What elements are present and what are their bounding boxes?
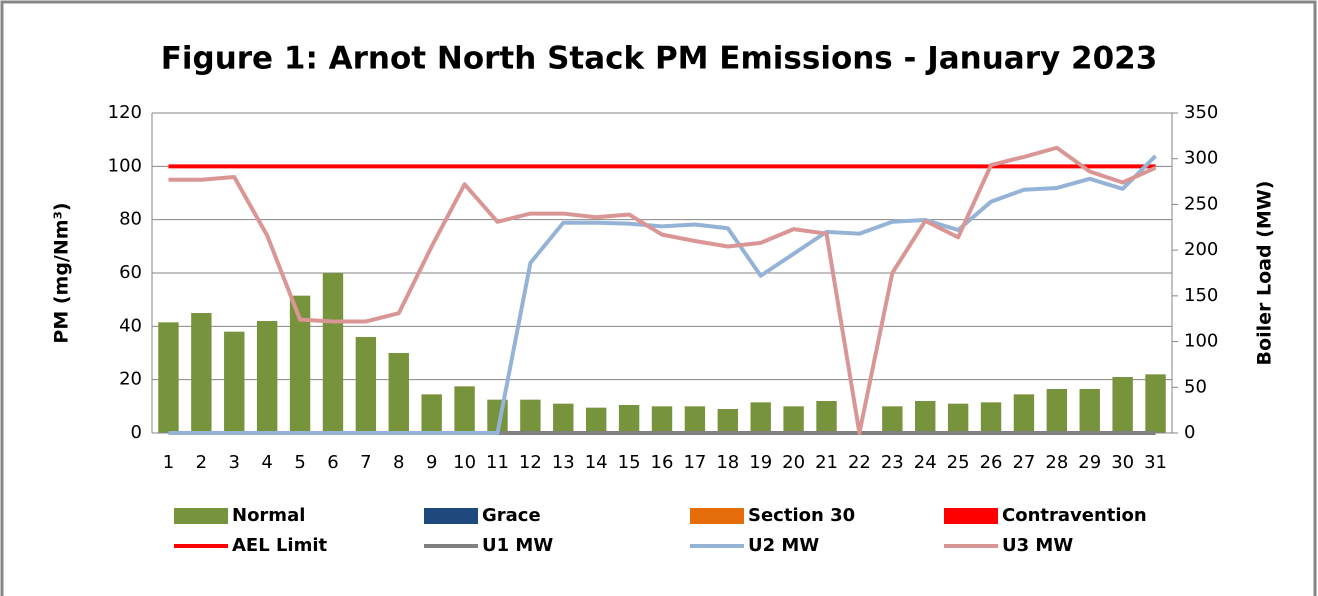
legend-swatch <box>424 508 478 524</box>
bar <box>1079 389 1100 433</box>
x-tick-label: 9 <box>426 452 437 473</box>
bar <box>454 386 475 433</box>
bar <box>585 407 607 433</box>
chart-title: Figure 1: Arnot North Stack PM Emissions… <box>161 41 1158 77</box>
x-tick-label: 13 <box>552 452 575 473</box>
bar <box>816 401 837 433</box>
y2-tick-label: 50 <box>1184 376 1207 397</box>
x-tick-label: 2 <box>196 452 207 473</box>
x-tick-label: 17 <box>683 452 706 473</box>
x-tick-label: 12 <box>519 452 542 473</box>
y-tick-label: 40 <box>119 315 142 336</box>
x-tick-label: 28 <box>1045 452 1068 473</box>
legend-label: Grace <box>482 505 541 526</box>
bar <box>520 399 541 433</box>
y-axis-title: PM (mg/Nm³) <box>51 202 73 343</box>
line <box>168 145 1157 435</box>
x-tick-label: 11 <box>486 452 509 473</box>
y-tick-label: 20 <box>119 369 142 390</box>
bar <box>1046 389 1068 433</box>
y2-tick-label: 350 <box>1184 102 1218 123</box>
x-tick-label: 3 <box>229 452 240 473</box>
bar <box>1112 377 1133 433</box>
y-tick-label: 60 <box>119 262 142 283</box>
x-tick-label: 27 <box>1012 452 1035 473</box>
bar <box>618 405 640 433</box>
y-tick-label: 100 <box>108 155 142 176</box>
x-tick-label: 16 <box>651 452 674 473</box>
y2-tick-label: 100 <box>1184 331 1218 352</box>
legend-label: Section 30 <box>748 505 855 526</box>
y-tick-label: 120 <box>108 102 142 123</box>
bar <box>1145 374 1166 433</box>
y2-tick-label: 250 <box>1184 193 1218 214</box>
x-tick-label: 20 <box>782 452 805 473</box>
legend-label: U1 MW <box>482 535 553 556</box>
x-tick-label: 6 <box>327 452 338 473</box>
bar <box>289 295 311 433</box>
x-tick-label: 30 <box>1111 452 1134 473</box>
y-tick-label: 80 <box>119 209 142 230</box>
bar <box>322 273 344 433</box>
y-tick-label: 0 <box>131 422 142 443</box>
x-tick-label: 19 <box>749 452 772 473</box>
bar <box>915 401 936 433</box>
y2-tick-label: 300 <box>1184 148 1218 169</box>
x-tick-label: 24 <box>914 452 937 473</box>
line <box>168 154 1157 435</box>
bar <box>783 406 804 433</box>
legend-swatch <box>174 508 228 524</box>
y2-tick-label: 200 <box>1184 239 1218 260</box>
bar <box>980 402 1002 433</box>
x-tick-label: 23 <box>881 452 904 473</box>
bar <box>553 403 574 433</box>
x-tick-label: 31 <box>1144 452 1167 473</box>
bar <box>256 321 278 433</box>
legend-swatch <box>690 508 744 524</box>
x-tick-label: 7 <box>360 452 371 473</box>
legend-label: Contravention <box>1002 505 1147 526</box>
x-tick-label: 1 <box>163 452 174 473</box>
x-tick-label: 21 <box>815 452 838 473</box>
x-tick-label: 8 <box>393 452 404 473</box>
x-tick-label: 25 <box>947 452 970 473</box>
x-tick-label: 14 <box>585 452 608 473</box>
bar <box>717 409 739 433</box>
legend-swatch <box>944 508 998 524</box>
bar <box>750 402 771 433</box>
x-tick-label: 18 <box>716 452 739 473</box>
bar <box>355 337 377 433</box>
y2-tick-label: 150 <box>1184 285 1218 306</box>
bar <box>882 406 903 433</box>
y2-axis-title: Boiler Load (MW) <box>1254 181 1276 366</box>
legend-label: AEL Limit <box>232 535 328 556</box>
x-tick-label: 10 <box>453 452 476 473</box>
x-tick-label: 4 <box>261 452 272 473</box>
legend-label: Normal <box>232 505 305 526</box>
bar <box>684 406 706 433</box>
bar <box>388 353 409 433</box>
legend-label: U3 MW <box>1002 535 1073 556</box>
bar <box>224 331 245 433</box>
bar <box>191 313 212 433</box>
y2-tick-label: 0 <box>1184 422 1195 443</box>
legend-label: U2 MW <box>748 535 819 556</box>
bar <box>947 403 969 433</box>
x-tick-label: 15 <box>618 452 641 473</box>
x-tick-label: 22 <box>848 452 871 473</box>
x-tick-label: 26 <box>980 452 1003 473</box>
bar <box>421 394 442 433</box>
bar <box>1013 394 1035 433</box>
x-tick-label: 29 <box>1078 452 1101 473</box>
x-tick-label: 5 <box>294 452 305 473</box>
bar <box>651 406 673 433</box>
bar <box>158 322 179 433</box>
